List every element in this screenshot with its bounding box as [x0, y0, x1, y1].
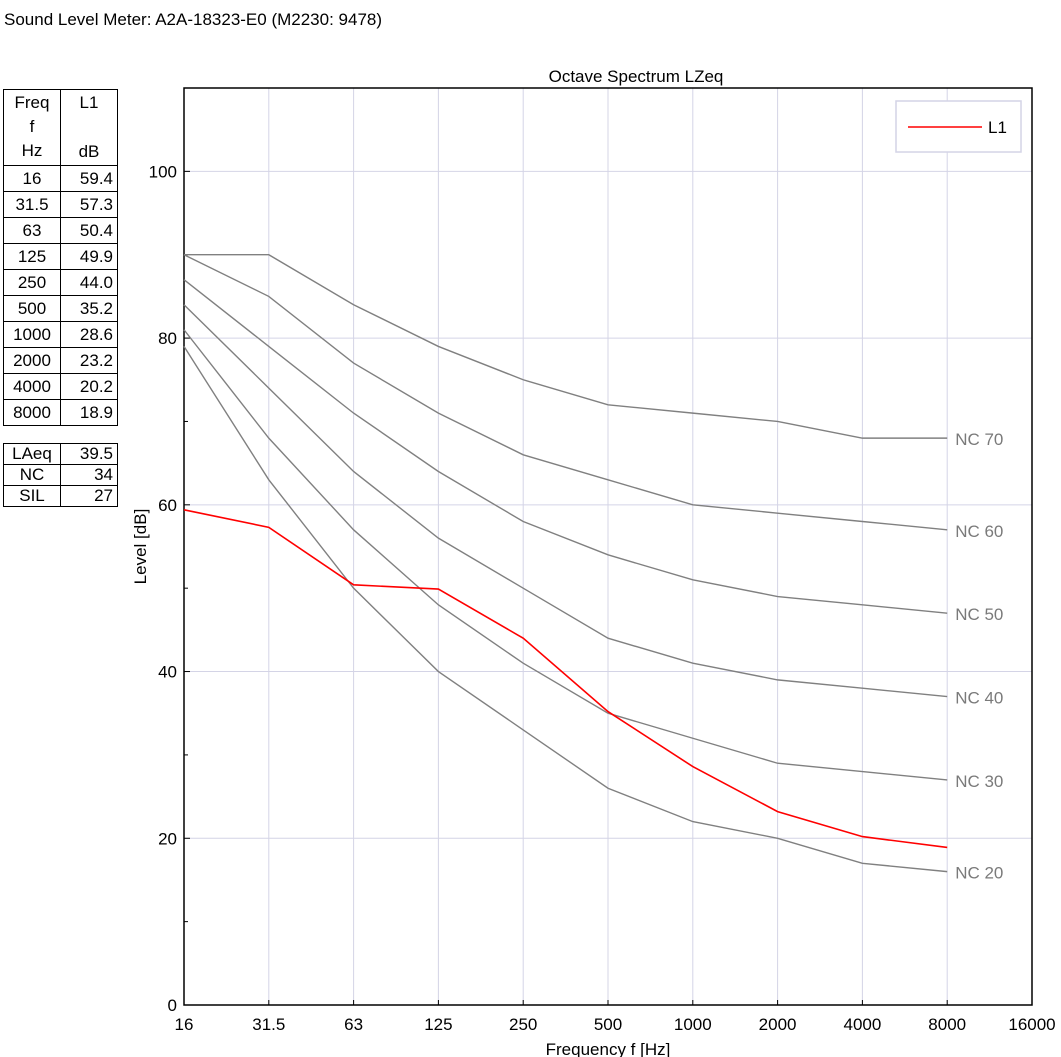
series-line-l1: [183, 509, 948, 849]
freq-header-line: Freq: [14, 93, 50, 112]
freq-header-line: Hz: [21, 141, 43, 160]
freq-header: Freq f Hz: [3, 89, 61, 166]
y-tick-label: 0: [168, 996, 177, 1015]
summary-table: LAeq 39.5 NC 34 SIL 27: [3, 443, 118, 507]
summary-row: NC 34: [3, 464, 118, 486]
x-tick-label: 500: [594, 1015, 622, 1034]
nc-curve: [183, 346, 948, 873]
level-cell: 59.4: [60, 165, 118, 192]
table-row: 8000 18.9: [3, 399, 118, 426]
nc-curve: [183, 254, 948, 531]
freq-cell: 63: [3, 217, 61, 244]
y-tick-label: 60: [158, 496, 177, 515]
chart-title: Octave Spectrum LZeq: [549, 67, 724, 86]
freq-cell: 4000: [3, 373, 61, 400]
x-tick-label: 2000: [759, 1015, 797, 1034]
nc-curve: [183, 304, 948, 698]
nc-curve: [184, 254, 948, 439]
l1-header-line: L1: [79, 93, 99, 112]
y-axis-label: Level [dB]: [131, 509, 150, 585]
y-tick-label: 80: [158, 329, 177, 348]
freq-cell: 8000: [3, 399, 61, 426]
nc-curve-label: NC 70: [955, 430, 1003, 449]
page-title: Sound Level Meter: A2A-18323-E0 (M2230: …: [4, 10, 383, 29]
nc-curve: [183, 329, 948, 781]
x-tick-label: 4000: [843, 1015, 881, 1034]
summary-value: 39.5: [60, 443, 118, 465]
nc-curve-label: NC 40: [955, 689, 1003, 708]
spectrum-table: Freq f Hz L1 dB 16 59.4 31.5 57.3 63 50.4 125 4…: [3, 89, 118, 426]
nc-curve-label: NC 20: [955, 864, 1003, 883]
y-tick-label: 40: [158, 663, 177, 682]
summary-row: LAeq 39.5: [3, 443, 118, 465]
x-tick-label: 16: [175, 1015, 194, 1034]
l1-header: L1 dB: [60, 89, 118, 166]
level-cell: 18.9: [60, 399, 118, 426]
x-tick-label: 125: [424, 1015, 452, 1034]
freq-cell: 125: [3, 243, 61, 270]
y-tick-label: 100: [149, 162, 177, 181]
table-row: 2000 23.2: [3, 347, 118, 374]
x-tick-label: 1000: [674, 1015, 712, 1034]
freq-cell: 500: [3, 295, 61, 322]
nc-curve-label: NC 50: [955, 605, 1003, 624]
summary-value: 27: [60, 485, 118, 507]
table-header-row: Freq f Hz L1 dB: [3, 89, 118, 166]
x-tick-label: 8000: [928, 1015, 966, 1034]
table-row: 16 59.4: [3, 165, 118, 192]
table-row: 63 50.4: [3, 217, 118, 244]
x-tick-label: 250: [509, 1015, 537, 1034]
x-tick-label: 16000: [1008, 1015, 1055, 1034]
freq-cell: 1000: [3, 321, 61, 348]
level-cell: 50.4: [60, 217, 118, 244]
nc-curve: [183, 279, 948, 614]
level-cell: 20.2: [60, 373, 118, 400]
summary-label: SIL: [3, 485, 61, 507]
x-tick-label: 63: [344, 1015, 363, 1034]
table-row: 1000 28.6: [3, 321, 118, 348]
summary-row: SIL 27: [3, 485, 118, 507]
freq-cell: 2000: [3, 347, 61, 374]
level-cell: 57.3: [60, 191, 118, 218]
legend-label: L1: [988, 118, 1007, 137]
l1-header-line: dB: [78, 142, 100, 161]
x-tick-label: 31.5: [252, 1015, 285, 1034]
y-tick-label: 20: [158, 829, 177, 848]
table-row: 4000 20.2: [3, 373, 118, 400]
freq-header-line: f: [29, 117, 35, 136]
x-axis-label: Frequency f [Hz]: [546, 1040, 671, 1057]
table-row: 250 44.0: [3, 269, 118, 296]
nc-curve-label: NC 60: [955, 522, 1003, 541]
freq-cell: 250: [3, 269, 61, 296]
nc-curve-label: NC 30: [955, 772, 1003, 791]
